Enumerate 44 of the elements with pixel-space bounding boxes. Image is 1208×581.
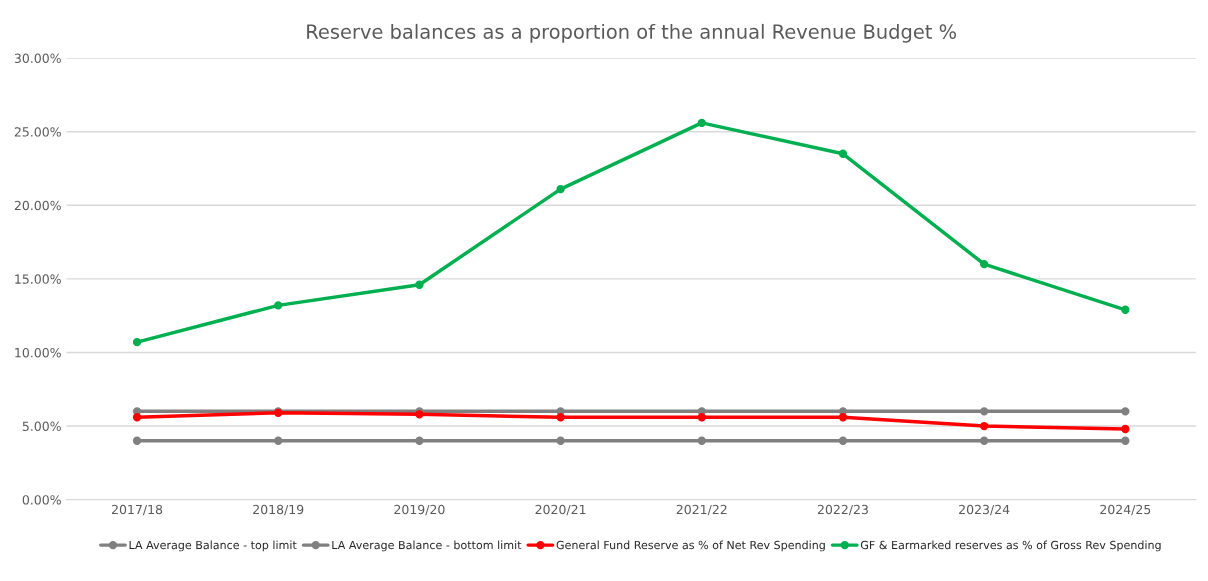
point (132, 413, 142, 422)
y-tick-label: 25.00% (14, 127, 61, 137)
x-tick-label: 2023/24 (959, 504, 1010, 516)
y-tick-label: 15.00% (15, 274, 61, 284)
point (415, 436, 424, 445)
point (1121, 407, 1130, 416)
point (1121, 305, 1130, 314)
x-tick-label: 2022/23 (817, 504, 868, 516)
legend-label: General Fund Reserve as % of Net Rev Spending (556, 540, 825, 552)
x-tick-label: 2017/18 (111, 504, 163, 516)
chart-title: Reserve balances as a proportion of the annual Revenue Budget % (307, 23, 957, 43)
point (697, 413, 706, 422)
point (132, 436, 142, 445)
point (838, 413, 848, 422)
point (1121, 436, 1130, 445)
point (979, 259, 989, 269)
point (274, 436, 283, 445)
point (556, 413, 565, 422)
point (838, 149, 848, 158)
point (979, 436, 989, 445)
point (697, 118, 706, 128)
legend-label: LA Average Balance - top limit (129, 540, 297, 552)
legend-label: LA Average Balance - bottom limit (332, 540, 522, 552)
x-tick-label: 2019/20 (394, 504, 445, 516)
x-tick-label: 2024/25 (1100, 504, 1151, 516)
point (838, 436, 848, 445)
x-tick-label: 2020/21 (535, 504, 586, 516)
y-tick-label: 5.00% (22, 421, 61, 431)
x-tick-label: 2018/19 (253, 504, 304, 516)
point (697, 436, 706, 445)
point (556, 184, 565, 194)
point (556, 436, 565, 445)
y-tick-label: 30.00% (14, 53, 61, 64)
point (1121, 424, 1130, 434)
y-tick-label: 20.00% (14, 200, 61, 211)
point (132, 338, 142, 347)
point (979, 421, 989, 431)
point (979, 407, 989, 416)
point (274, 301, 283, 310)
point (415, 280, 424, 289)
x-tick-label: 2021/22 (676, 504, 727, 516)
legend-label: GF & Earmarked reserves as % of Gross Rev Spending (860, 540, 1161, 552)
y-tick-label: 10.00% (15, 347, 61, 358)
y-tick-label: 0.00% (22, 495, 61, 505)
